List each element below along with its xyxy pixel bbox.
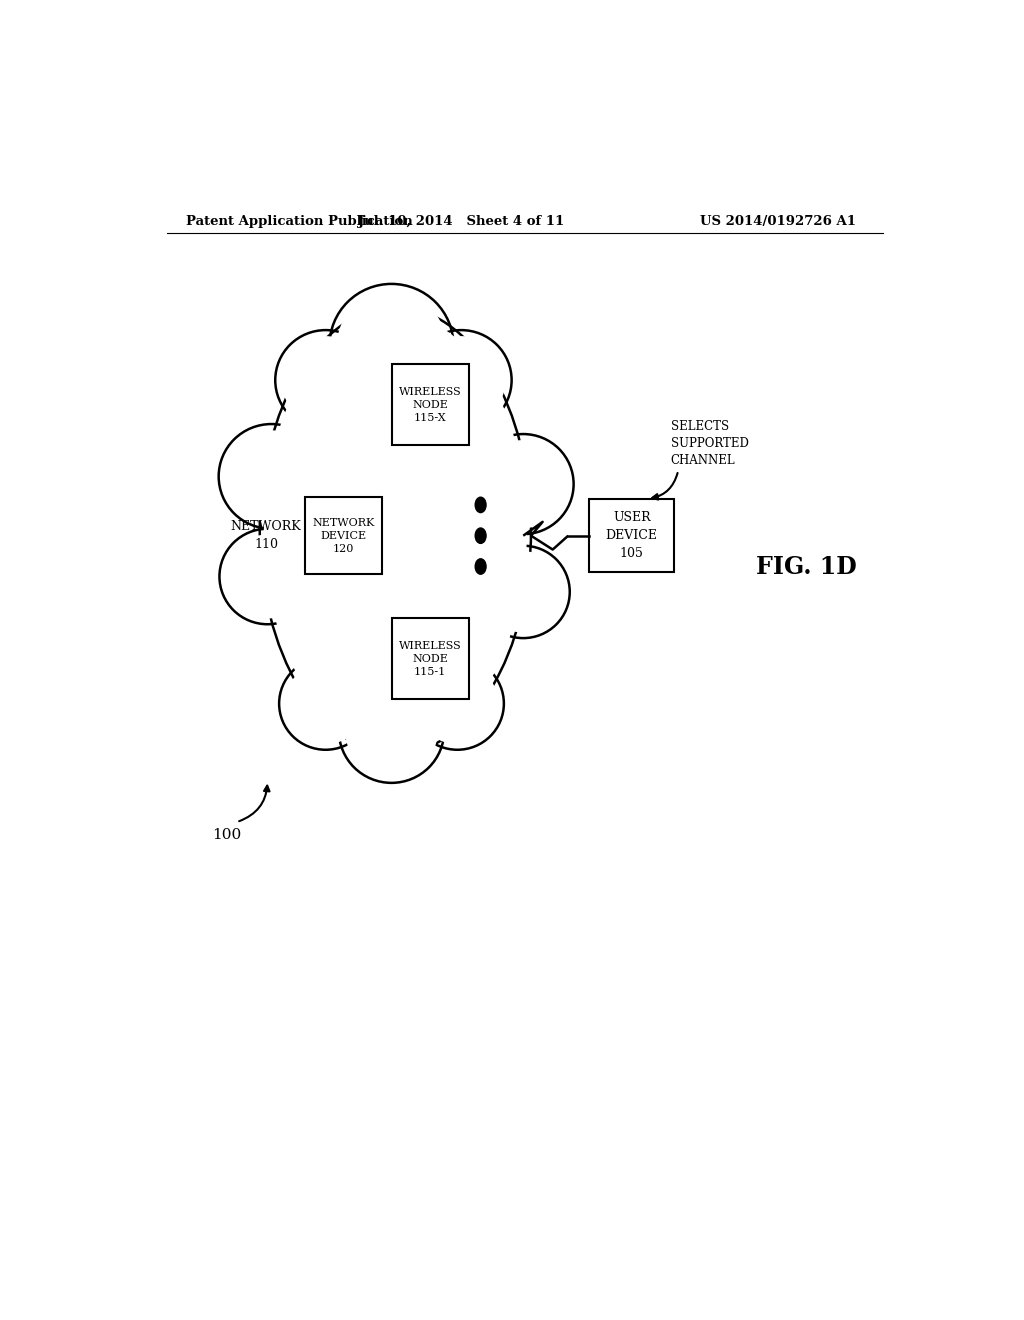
Circle shape	[219, 529, 315, 624]
Circle shape	[417, 663, 499, 744]
Circle shape	[411, 330, 512, 430]
Circle shape	[411, 657, 504, 750]
Circle shape	[280, 657, 372, 750]
Bar	[305, 498, 382, 574]
Text: Patent Application Publication: Patent Application Publication	[186, 215, 413, 228]
Circle shape	[479, 440, 567, 528]
Bar	[391, 364, 469, 445]
Ellipse shape	[475, 498, 486, 512]
Text: US 2014/0192726 A1: US 2014/0192726 A1	[700, 215, 856, 228]
Text: 100: 100	[212, 829, 241, 842]
Circle shape	[285, 663, 367, 744]
Text: NETWORK
110: NETWORK 110	[230, 520, 301, 552]
Circle shape	[225, 535, 310, 619]
Text: FIG. 1D: FIG. 1D	[756, 554, 856, 578]
Circle shape	[417, 337, 506, 424]
Circle shape	[330, 284, 454, 407]
Text: WIRELESS
NODE
115-1: WIRELESS NODE 115-1	[399, 640, 462, 677]
Circle shape	[225, 430, 317, 523]
Circle shape	[473, 434, 573, 535]
Text: WIRELESS
NODE
115-X: WIRELESS NODE 115-X	[399, 387, 462, 422]
Circle shape	[275, 330, 376, 430]
Circle shape	[282, 337, 370, 424]
Circle shape	[337, 292, 446, 400]
FancyArrowPatch shape	[652, 473, 678, 499]
FancyArrowPatch shape	[240, 785, 269, 821]
Ellipse shape	[264, 314, 527, 747]
Bar	[391, 619, 469, 700]
Circle shape	[219, 424, 324, 529]
Ellipse shape	[475, 528, 486, 544]
Ellipse shape	[260, 308, 531, 754]
Text: SELECTS
SUPPORTED
CHANNEL: SELECTS SUPPORTED CHANNEL	[671, 420, 749, 467]
Bar	[589, 499, 675, 573]
Circle shape	[477, 545, 569, 638]
Circle shape	[482, 552, 564, 632]
Ellipse shape	[475, 558, 486, 574]
Circle shape	[339, 678, 444, 783]
Text: NETWORK
DEVICE
120: NETWORK DEVICE 120	[312, 517, 375, 554]
Circle shape	[345, 685, 438, 776]
Text: USER
DEVICE
105: USER DEVICE 105	[606, 511, 657, 560]
Text: Jul. 10, 2014   Sheet 4 of 11: Jul. 10, 2014 Sheet 4 of 11	[358, 215, 564, 228]
